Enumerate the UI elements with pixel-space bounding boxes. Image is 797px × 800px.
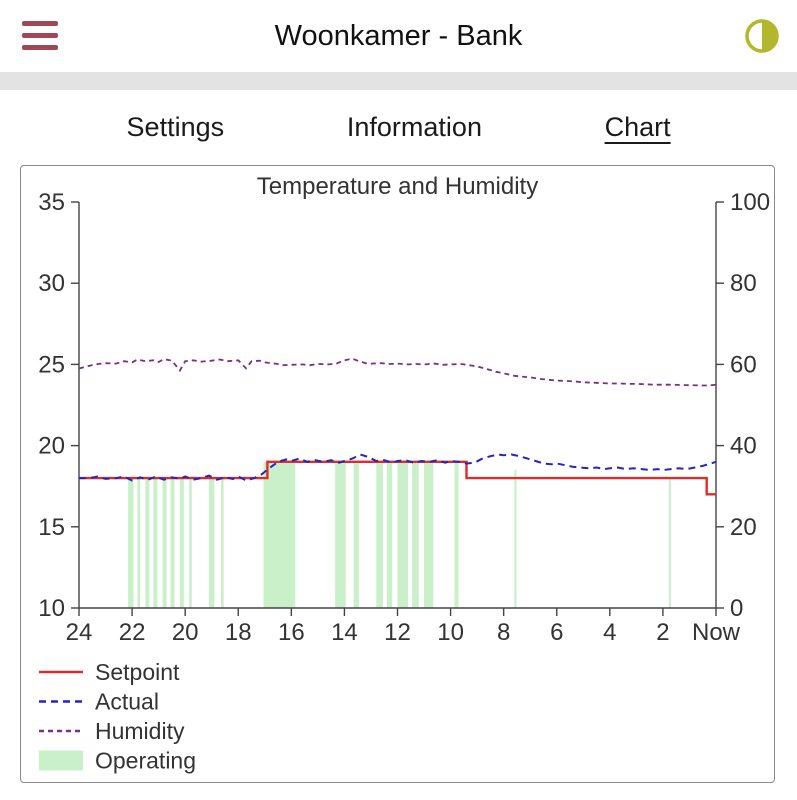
y-right-tick-label: 60 xyxy=(730,351,757,378)
operating-bars xyxy=(128,461,671,608)
app-bar: Woonkamer - Bank xyxy=(0,0,797,72)
chart-container: 10 15 20 25 30 35 0 20 40 60 80 100 24 22 20 18 16 14 12 10… xyxy=(20,165,775,783)
series-setpoint-line xyxy=(79,460,716,496)
y-left-tick-label: 15 xyxy=(38,514,65,541)
series-actual-line xyxy=(79,453,717,482)
x-tick-label: Now xyxy=(692,619,741,646)
contrast-toggle-icon[interactable] xyxy=(743,17,781,55)
x-tick-label: 4 xyxy=(603,619,616,646)
tab-information[interactable]: Information xyxy=(346,112,482,142)
y-right-tick-label: 0 xyxy=(730,595,743,622)
hamburger-bar xyxy=(22,21,58,26)
legend-label-humidity: Humidity xyxy=(95,718,185,744)
y-right-tick-label: 80 xyxy=(730,270,757,297)
chart-axes xyxy=(71,201,724,616)
x-tick-label: 20 xyxy=(172,619,199,646)
x-tick-label: 8 xyxy=(497,619,510,646)
y-right-tick-label: 40 xyxy=(730,433,757,460)
legend-label-operating: Operating xyxy=(95,748,196,774)
page-title: Woonkamer - Bank xyxy=(274,20,523,52)
hamburger-bar xyxy=(22,45,58,50)
hamburger-bar xyxy=(22,33,58,38)
x-tick-label: 10 xyxy=(437,619,464,646)
series-humidity-line xyxy=(78,357,717,387)
tab-settings[interactable]: Settings xyxy=(126,112,225,142)
x-tick-label: 22 xyxy=(119,619,146,646)
y-left-tick-label: 35 xyxy=(38,189,65,216)
half-circle-icon xyxy=(745,19,779,53)
x-tick-label: 14 xyxy=(331,619,358,646)
tab-bar: Settings Information Chart xyxy=(0,90,797,165)
tab-chart[interactable]: Chart xyxy=(604,112,671,142)
chart-title: Temperature and Humidity xyxy=(257,173,538,200)
legend-label-actual: Actual xyxy=(95,689,159,715)
x-tick-label: 12 xyxy=(384,619,411,646)
hamburger-menu-icon[interactable] xyxy=(22,17,60,55)
header-divider xyxy=(0,72,797,90)
y-left-tick-label: 10 xyxy=(38,595,65,622)
x-tick-label: 2 xyxy=(656,619,669,646)
x-tick-label: 24 xyxy=(66,619,93,646)
x-tick-label: 18 xyxy=(225,619,252,646)
legend-swatch-operating xyxy=(39,750,83,771)
x-tick-label: 6 xyxy=(550,619,563,646)
y-left-tick-label: 20 xyxy=(38,433,65,460)
y-left-tick-label: 30 xyxy=(38,270,65,297)
x-tick-label: 16 xyxy=(278,619,305,646)
legend-label-setpoint: Setpoint xyxy=(95,659,180,685)
chart-legend xyxy=(39,670,83,771)
y-left-tick-label: 25 xyxy=(38,351,65,378)
y-right-tick-label: 100 xyxy=(730,189,770,216)
y-right-tick-label: 20 xyxy=(730,514,757,541)
